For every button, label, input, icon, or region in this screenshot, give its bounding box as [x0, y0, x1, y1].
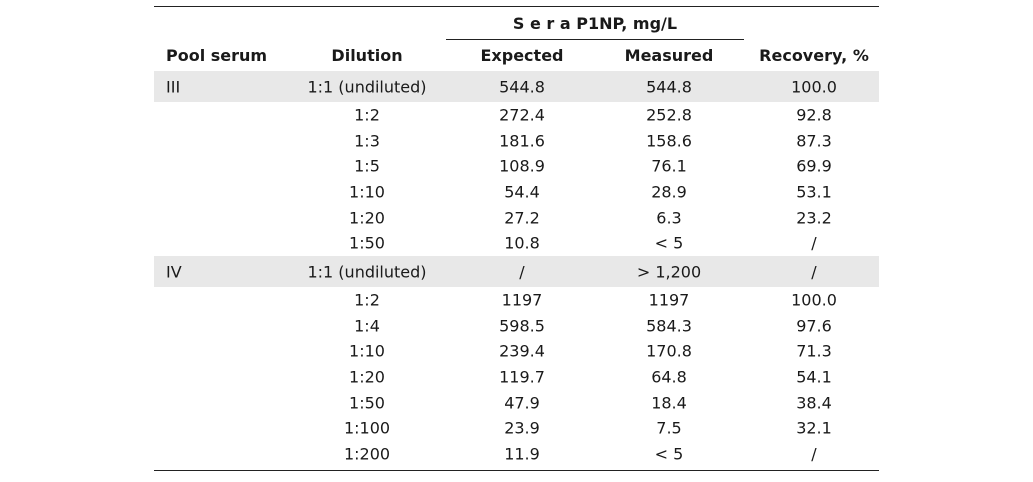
bottom-rule	[154, 469, 879, 471]
cell-expected: 27.2	[504, 208, 540, 228]
table-row: 1:3 181.6 158.6 87.3	[154, 128, 879, 154]
col-header-recovery: Recovery, %	[759, 46, 869, 65]
cell-recovery: 100.0	[791, 77, 837, 96]
recovery-table: S e r a P1NP, mg/L Pool serum Dilution E…	[154, 6, 879, 471]
cell-measured: 252.8	[646, 105, 692, 125]
cell-dilution: 1:1 (undiluted)	[307, 77, 427, 96]
cell-measured: 584.3	[646, 316, 692, 336]
table-row: 1:2 1197 1197 100.0	[154, 287, 879, 313]
table-row: 1:10 239.4 170.8 71.3	[154, 339, 879, 365]
cell-measured: 64.8	[651, 367, 687, 387]
cell-measured: < 5	[654, 444, 684, 464]
cell-dilution: 1:10	[349, 341, 385, 361]
cell-dilution: 1:20	[349, 208, 385, 228]
cell-recovery: 87.3	[796, 131, 832, 151]
cell-pool-serum: III	[166, 77, 181, 96]
cell-dilution: 1:50	[349, 233, 385, 253]
cell-expected: 11.9	[504, 444, 540, 464]
cell-expected: 181.6	[499, 131, 545, 151]
table-row: 1:100 23.9 7.5 32.1	[154, 416, 879, 442]
cell-expected: 272.4	[499, 105, 545, 125]
table-row: 1:50 47.9 18.4 38.4	[154, 390, 879, 416]
cell-recovery: 38.4	[796, 393, 832, 413]
cell-recovery: 92.8	[796, 105, 832, 125]
cell-measured: 18.4	[651, 393, 687, 413]
cell-expected: 108.9	[499, 156, 545, 176]
cell-dilution: 1:1 (undiluted)	[307, 262, 427, 282]
cell-dilution: 1:5	[354, 156, 380, 176]
cell-expected: 1197	[501, 290, 543, 310]
cell-expected: 54.4	[504, 182, 540, 202]
cell-measured: 544.8	[646, 77, 692, 96]
cell-dilution: 1:2	[354, 290, 380, 310]
cell-measured: > 1,200	[636, 262, 702, 282]
table-row: 1:50 10.8 < 5 /	[154, 230, 879, 256]
cell-dilution: 1:4	[354, 316, 380, 336]
col-header-dilution: Dilution	[331, 46, 403, 65]
table-row: 1:2 272.4 252.8 92.8	[154, 102, 879, 128]
table-row: 1:5 108.9 76.1 69.9	[154, 153, 879, 179]
table-row: 1:10 54.4 28.9 53.1	[154, 179, 879, 205]
cell-measured: 6.3	[656, 208, 682, 228]
cell-recovery: 53.1	[796, 182, 832, 202]
cell-expected: 598.5	[499, 316, 545, 336]
top-rule	[154, 6, 879, 7]
cell-dilution: 1:100	[343, 418, 391, 438]
col-header-measured: Measured	[624, 46, 714, 65]
cell-dilution: 1:200	[343, 444, 391, 464]
cell-measured: 28.9	[651, 182, 687, 202]
table-row: 1:20 119.7 64.8 54.1	[154, 364, 879, 390]
col-header-pool-serum: Pool serum	[166, 46, 268, 65]
col-header-expected: Expected	[480, 46, 564, 65]
cell-measured: 76.1	[651, 156, 687, 176]
cell-recovery: 69.9	[796, 156, 832, 176]
cell-dilution: 1:3	[354, 131, 380, 151]
cell-measured: 1197	[648, 290, 690, 310]
cell-measured: 7.5	[656, 418, 682, 438]
cell-measured: 158.6	[646, 131, 692, 151]
cell-measured: 170.8	[646, 341, 692, 361]
table-row: 1:4 598.5 584.3 97.6	[154, 313, 879, 339]
cell-expected: 119.7	[499, 367, 545, 387]
table-row: 1:20 27.2 6.3 23.2	[154, 205, 879, 231]
table-row: IV 1:1 (undiluted) / > 1,200 /	[154, 256, 879, 288]
cell-expected: 47.9	[504, 393, 540, 413]
cell-recovery: 23.2	[796, 208, 832, 228]
cell-expected: 544.8	[499, 77, 545, 96]
cell-dilution: 1:10	[349, 182, 385, 202]
cell-recovery: /	[811, 444, 817, 464]
group-header-rule	[446, 39, 744, 40]
table-header: S e r a P1NP, mg/L Pool serum Dilution E…	[154, 7, 879, 71]
table-row: 1:200 11.9 < 5 /	[154, 441, 879, 467]
table-row: III 1:1 (undiluted) 544.8 544.8 100.0	[154, 71, 879, 102]
cell-recovery: 32.1	[796, 418, 832, 438]
cell-expected: 23.9	[504, 418, 540, 438]
cell-recovery: /	[811, 233, 817, 253]
cell-recovery: 71.3	[796, 341, 832, 361]
cell-dilution: 1:50	[349, 393, 385, 413]
cell-dilution: 1:20	[349, 367, 385, 387]
cell-measured: < 5	[654, 233, 684, 253]
table-body: III 1:1 (undiluted) 544.8 544.8 100.0 1:2 272.…	[154, 71, 879, 467]
cell-pool-serum: IV	[166, 262, 182, 282]
group-header-sera-p1np: S e r a P1NP, mg/L	[512, 14, 678, 33]
cell-recovery: /	[811, 262, 817, 282]
cell-recovery: 97.6	[796, 316, 832, 336]
cell-recovery: 54.1	[796, 367, 832, 387]
cell-expected: 10.8	[504, 233, 540, 253]
cell-dilution: 1:2	[354, 105, 380, 125]
cell-expected: 239.4	[499, 341, 545, 361]
cell-recovery: 100.0	[791, 290, 837, 310]
cell-expected: /	[519, 262, 525, 282]
